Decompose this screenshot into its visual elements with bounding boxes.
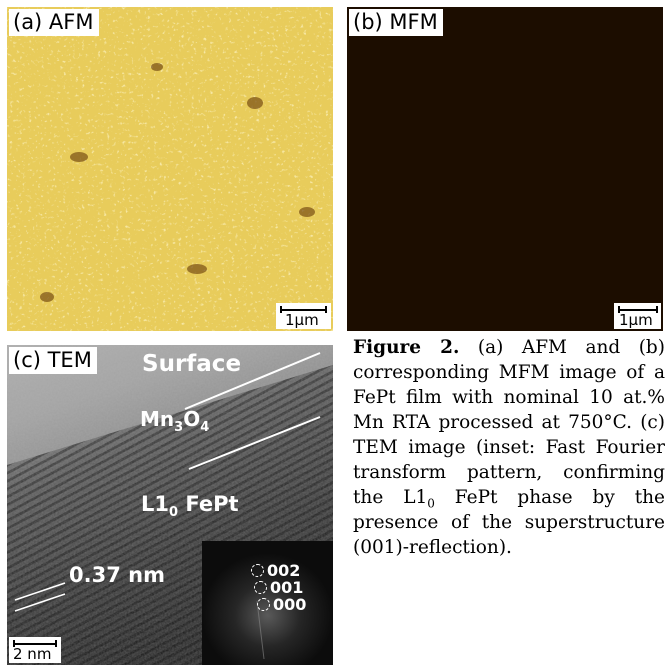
tem-image: (c) TEM Surface Mn3O4 L10 FePt 0.37 nm 0… (7, 345, 333, 665)
fft-spot-002: 002 (267, 561, 301, 580)
caption-text-1: (a) AFM and (b) corresponding MFM image … (353, 337, 665, 508)
tem-texture (7, 345, 333, 665)
mfm-texture (347, 7, 663, 331)
panel-label-a: (a) AFM (9, 9, 99, 36)
figure-caption: Figure 2. (a) AFM and (b) corresponding … (353, 335, 665, 560)
panel-label-c: (c) TEM (9, 347, 97, 374)
mfm-image: (b) MFM 1µm (347, 7, 663, 331)
panel-label-b: (b) MFM (349, 9, 443, 36)
caption-text-2: FePt phase by the presence of the supers… (353, 487, 666, 558)
fft-spot-001: 001 (270, 578, 304, 597)
scalebar-a: 1µm (276, 303, 331, 329)
scalebar-b: 1µm (614, 303, 661, 329)
tem-label-oxide: Mn3O4 (140, 407, 210, 435)
caption-subscript: 0 (427, 496, 435, 511)
fft-spot-000: 000 (273, 595, 307, 614)
afm-texture (7, 7, 333, 331)
tem-label-surface: Surface (142, 351, 242, 377)
scalebar-c: 2 nm (9, 637, 61, 663)
scalebar-b-label: 1µm (619, 311, 653, 329)
fft-spot-001-marker (254, 581, 267, 594)
scalebar-c-label: 2 nm (13, 645, 52, 663)
afm-image: (a) AFM 1µm (7, 7, 333, 331)
figure-label: Figure 2. (353, 337, 460, 358)
fft-inset: 002 001 000 (202, 541, 333, 665)
fft-spot-002-marker (251, 564, 264, 577)
tem-label-phase: L10 FePt (141, 492, 239, 521)
fft-spot-000-marker (257, 598, 270, 611)
tem-label-spacing: 0.37 nm (69, 563, 165, 587)
scalebar-a-label: 1µm (285, 311, 319, 329)
